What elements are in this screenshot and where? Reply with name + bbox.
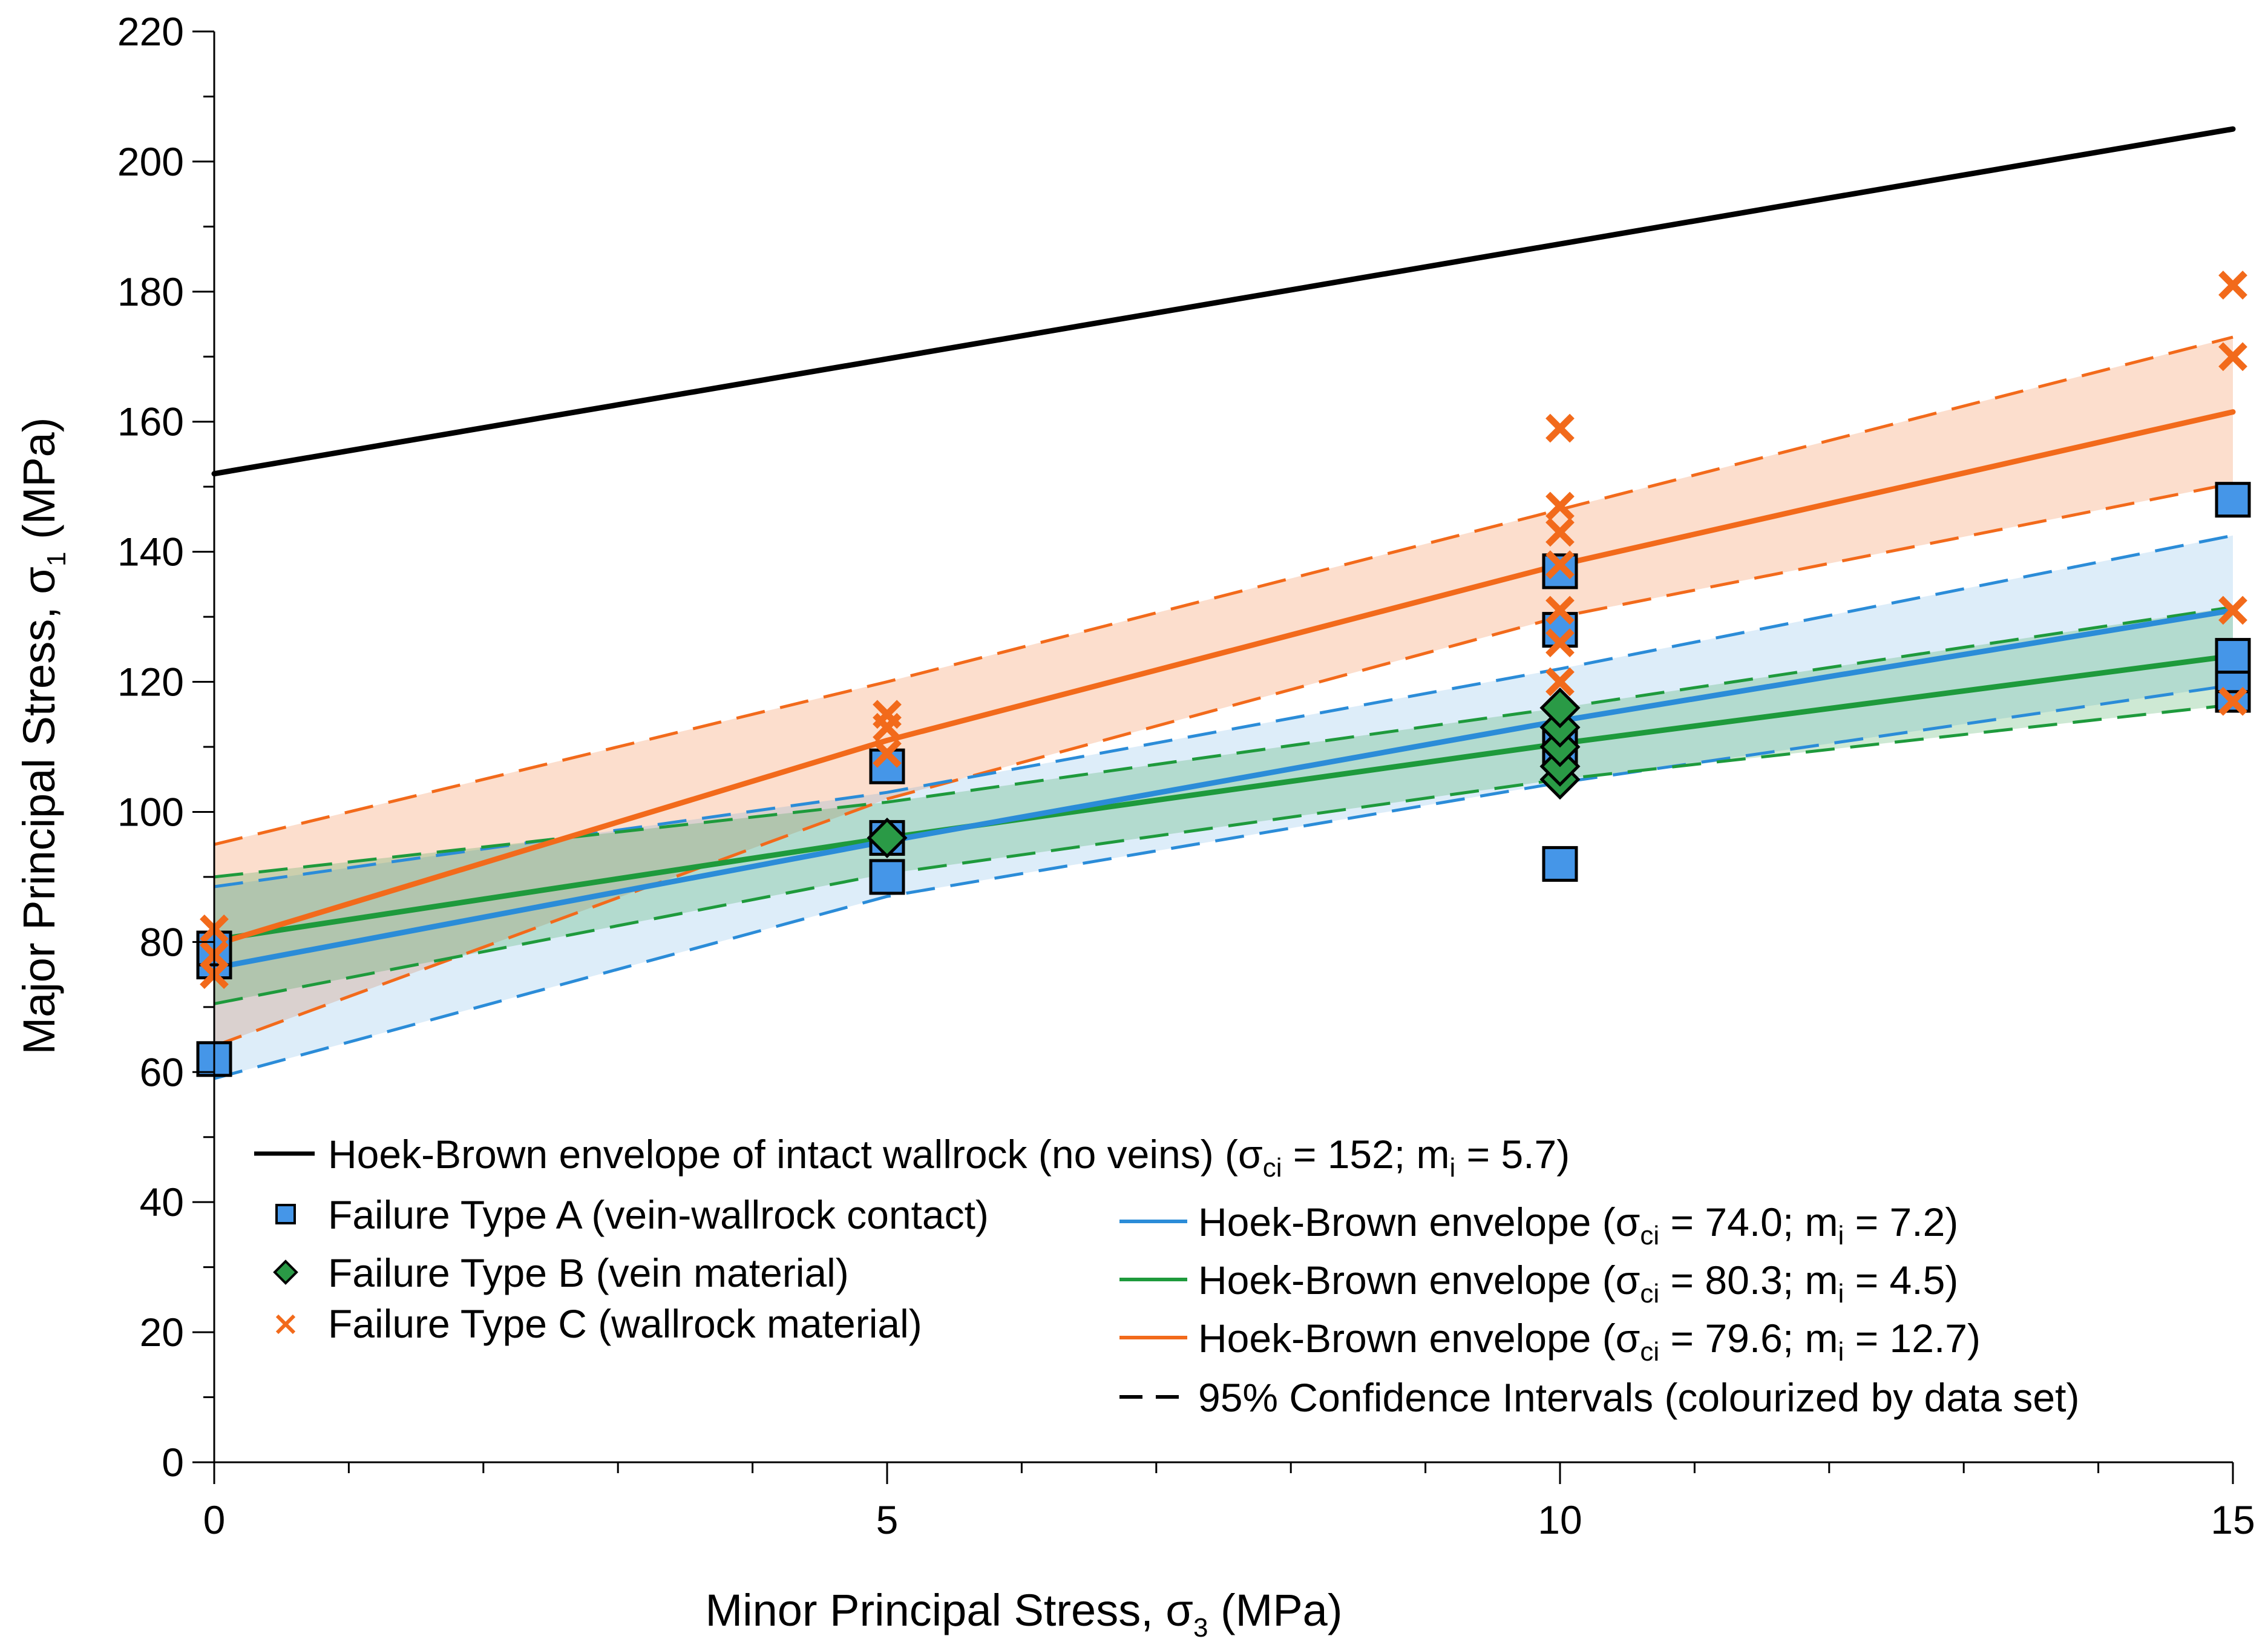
point-type-c (1545, 517, 1575, 547)
legend-type-b-label: Failure Type B (vein material) (328, 1250, 849, 1295)
x-tick-label: 0 (203, 1497, 226, 1542)
point-type-c (2218, 271, 2247, 300)
point-type-c (2218, 342, 2247, 372)
confidence-band-blue (214, 535, 2233, 1079)
point-type-c (1545, 413, 1575, 443)
point-type-c-stroke (2218, 342, 2247, 372)
point-type-a (2215, 638, 2251, 674)
point-type-c-stroke (873, 700, 902, 729)
y-tick-label: 40 (140, 1180, 184, 1224)
ci-lower-green (214, 703, 2234, 1005)
point-type-c-stroke (1545, 628, 1575, 657)
y-tick-label: 220 (117, 9, 184, 54)
legend-type-c-label: Failure Type C (wallrock material) (328, 1301, 922, 1346)
x-tick-label: 5 (876, 1497, 899, 1542)
envelope-line-blue (211, 607, 2236, 971)
legend-type-b-marker (273, 1260, 298, 1285)
legend-type-a-label: Failure Type A (vein-wallrock contact) (328, 1192, 989, 1237)
x-axis-title: Minor Principal Stress, σ3 (MPa) (706, 1585, 1343, 1639)
point-type-a (1542, 553, 1578, 590)
point-type-b (867, 817, 908, 858)
ci-lower-blue (214, 683, 2234, 1080)
legend-orange-label: Hoek-Brown envelope (σci = 79.6; mi = 12… (1198, 1316, 1981, 1367)
y-tick-label: 100 (117, 789, 184, 834)
point-type-c-stroke (1545, 596, 1575, 625)
y-tick-label: 140 (117, 530, 184, 574)
point-type-c (1545, 628, 1575, 657)
x-tick-label: 10 (1538, 1497, 1582, 1542)
point-type-c (2218, 596, 2247, 625)
envelope-lines (211, 126, 2236, 971)
y-tick-label: 80 (140, 919, 184, 964)
point-type-b (1539, 687, 1581, 729)
y-tick-label: 160 (117, 399, 184, 444)
envelope-line-intact (211, 126, 2236, 477)
y-axis-title: Major Principal Stress, σ1 (MPa) (14, 418, 71, 1055)
y-tick-label: 120 (117, 660, 184, 705)
point-type-c (873, 738, 902, 768)
point-type-c-stroke (1545, 667, 1575, 697)
point-type-c (1545, 596, 1575, 625)
point-type-c (873, 700, 902, 729)
point-type-a (869, 859, 905, 895)
point-type-c (2218, 686, 2247, 716)
point-type-a (2215, 482, 2251, 518)
y-tick-label: 20 (140, 1310, 184, 1355)
point-type-c-stroke (2218, 596, 2247, 625)
point-type-c-stroke (1545, 491, 1575, 521)
confidence-interval-lines (214, 335, 2234, 1080)
point-type-c (1545, 550, 1575, 580)
envelope-line-orange (211, 409, 2236, 948)
x-tick-label: 15 (2211, 1497, 2255, 1542)
y-tick-label: 60 (140, 1049, 184, 1094)
legend-ci-label: 95% Confidence Intervals (colourized by … (1198, 1375, 2079, 1420)
legend: Hoek-Brown envelope of intact wallrock (… (254, 1132, 2079, 1420)
point-type-c-stroke (1545, 413, 1575, 443)
legend-type-a-marker (275, 1204, 296, 1224)
axes: 0 20 40 60 80 100 120 140 160 180 200 220 0 5 10 15 (117, 9, 2255, 1542)
y-tick-label: 0 (162, 1440, 184, 1485)
confidence-band-orange (214, 337, 2233, 1046)
ci-upper-green (214, 605, 2234, 879)
point-type-c (1545, 491, 1575, 521)
ci-lower-orange (214, 482, 2234, 1048)
legend-blue-label: Hoek-Brown envelope (σci = 74.0; mi = 7.… (1198, 1200, 1958, 1250)
point-type-c-stroke (873, 738, 902, 768)
point-type-c-stroke (1545, 550, 1575, 580)
point-type-c (1545, 667, 1575, 697)
ci-upper-orange (214, 335, 2234, 846)
legend-type-c-marker (275, 1314, 296, 1335)
confidence-band-green (214, 607, 2233, 1004)
y-tick-label: 200 (117, 139, 184, 184)
confidence-bands (214, 337, 2233, 1079)
point-type-a (1542, 846, 1578, 882)
envelope-line-green (211, 653, 2236, 943)
legend-green-label: Hoek-Brown envelope (σci = 80.3; mi = 4.… (1198, 1258, 1958, 1309)
y-tick-label: 180 (117, 269, 184, 314)
point-type-c-stroke (2218, 271, 2247, 300)
point-type-c-stroke (2218, 686, 2247, 716)
legend-intact-label: Hoek-Brown envelope of intact wallrock (… (328, 1132, 1570, 1183)
point-type-c-stroke (1545, 517, 1575, 547)
